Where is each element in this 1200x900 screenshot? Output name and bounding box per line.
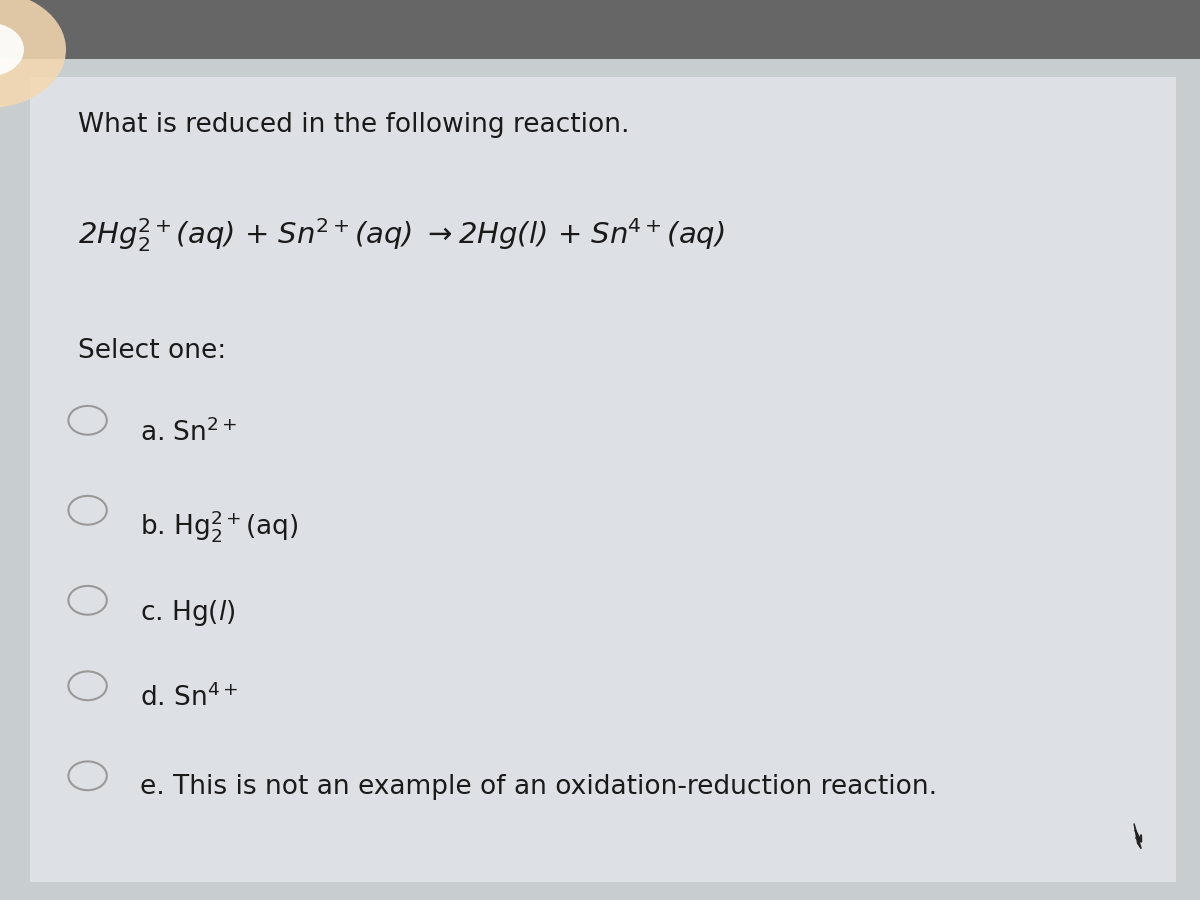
Circle shape [0, 0, 66, 108]
Text: Select one:: Select one: [78, 338, 227, 364]
Text: a. Sn$^{2+}$: a. Sn$^{2+}$ [140, 418, 238, 447]
FancyBboxPatch shape [30, 76, 1176, 882]
Text: d. Sn$^{4+}$: d. Sn$^{4+}$ [140, 684, 239, 713]
FancyBboxPatch shape [0, 0, 1200, 58]
Text: c. Hg($l$): c. Hg($l$) [140, 598, 236, 628]
Polygon shape [1134, 824, 1141, 849]
Text: b. Hg$_2^{2+}$(aq): b. Hg$_2^{2+}$(aq) [140, 508, 299, 544]
Text: e. This is not an example of an oxidation-reduction reaction.: e. This is not an example of an oxidatio… [140, 774, 937, 800]
Circle shape [0, 22, 24, 76]
Text: 2Hg$_2^{2+}$(aq) + Sn$^{2+}$(aq) $\rightarrow$2Hg($l$) + Sn$^{4+}$(aq): 2Hg$_2^{2+}$(aq) + Sn$^{2+}$(aq) $\right… [78, 216, 725, 254]
Text: What is reduced in the following reaction.: What is reduced in the following reactio… [78, 112, 630, 139]
